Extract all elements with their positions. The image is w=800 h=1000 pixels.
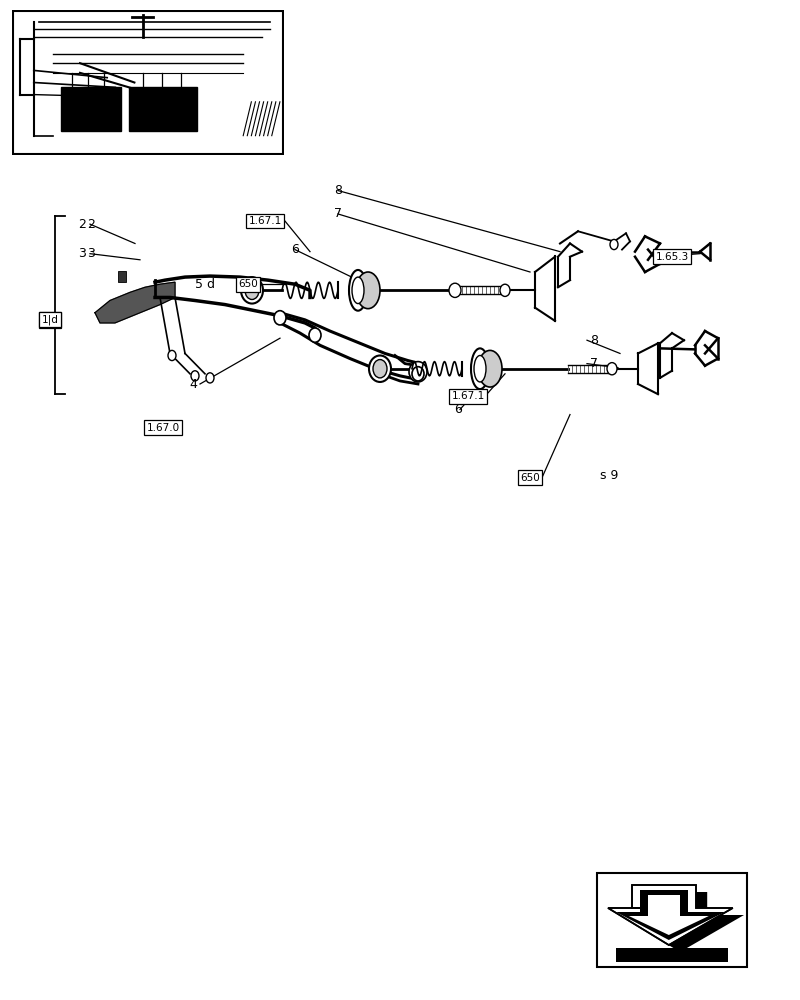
- Ellipse shape: [610, 239, 618, 250]
- Ellipse shape: [168, 350, 176, 361]
- Ellipse shape: [471, 348, 489, 389]
- Polygon shape: [95, 282, 175, 323]
- Polygon shape: [629, 895, 709, 935]
- Text: 8: 8: [590, 334, 598, 347]
- Text: 6: 6: [454, 403, 462, 416]
- Ellipse shape: [474, 355, 486, 382]
- Ellipse shape: [373, 360, 387, 378]
- Text: 8: 8: [334, 184, 342, 197]
- Bar: [129, 87, 197, 131]
- Text: 6: 6: [291, 243, 299, 256]
- Text: 650: 650: [238, 279, 258, 289]
- Ellipse shape: [274, 311, 286, 325]
- Ellipse shape: [241, 277, 263, 304]
- Polygon shape: [616, 890, 725, 940]
- Ellipse shape: [349, 270, 367, 311]
- Text: 5 d: 5 d: [195, 278, 215, 291]
- Text: 1|d: 1|d: [42, 315, 58, 325]
- Polygon shape: [619, 892, 744, 952]
- Ellipse shape: [412, 367, 424, 381]
- Text: 7: 7: [590, 357, 598, 370]
- Text: 1.67.1: 1.67.1: [248, 216, 282, 226]
- Text: 7: 7: [334, 207, 342, 220]
- Ellipse shape: [206, 373, 214, 383]
- Bar: [118, 271, 126, 282]
- Polygon shape: [616, 948, 728, 962]
- Text: 1.65.3: 1.65.3: [655, 252, 689, 262]
- Text: 4: 4: [189, 377, 197, 390]
- Text: 1.67.1: 1.67.1: [451, 391, 485, 401]
- Text: s 9: s 9: [600, 469, 618, 482]
- Ellipse shape: [309, 328, 321, 342]
- Text: 2: 2: [78, 218, 86, 231]
- Ellipse shape: [500, 284, 510, 296]
- Bar: [61, 87, 121, 131]
- Ellipse shape: [245, 281, 259, 299]
- Ellipse shape: [191, 371, 199, 381]
- Text: 650: 650: [520, 473, 540, 483]
- Ellipse shape: [409, 362, 427, 382]
- Ellipse shape: [369, 355, 391, 382]
- Text: 3: 3: [78, 247, 86, 260]
- Ellipse shape: [356, 272, 380, 309]
- Text: 2: 2: [87, 218, 95, 231]
- Ellipse shape: [478, 350, 502, 387]
- Polygon shape: [608, 885, 733, 945]
- Ellipse shape: [352, 277, 364, 304]
- Ellipse shape: [607, 363, 617, 375]
- Text: 3: 3: [87, 247, 95, 260]
- Ellipse shape: [449, 283, 461, 297]
- Text: 1|d: 1|d: [41, 315, 59, 325]
- Text: 1.67.0: 1.67.0: [146, 423, 179, 433]
